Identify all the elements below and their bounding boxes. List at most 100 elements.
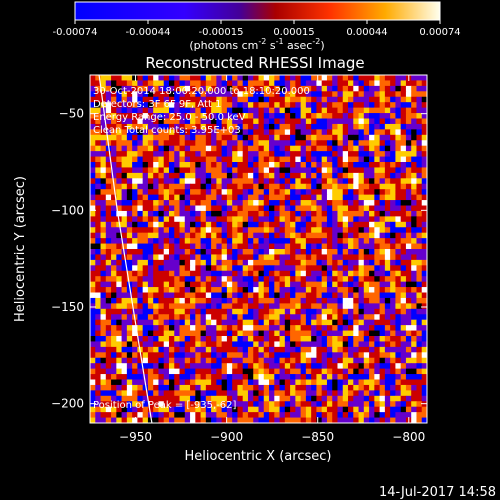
- heatmap-cell: [358, 325, 365, 331]
- heatmap-cell: [274, 249, 280, 255]
- heatmap-cell: [100, 123, 107, 130]
- heatmap-cell: [211, 341, 217, 348]
- heatmap-cell: [226, 292, 233, 299]
- heatmap-cell: [279, 319, 286, 326]
- heatmap-cell: [321, 314, 328, 321]
- heatmap-cell: [168, 281, 175, 288]
- heatmap-cell: [205, 308, 212, 315]
- heatmap-cell: [395, 107, 402, 114]
- heatmap-cell: [321, 200, 328, 206]
- heatmap-cell: [300, 210, 307, 217]
- heatmap-cell: [142, 178, 149, 185]
- heatmap-cell: [205, 96, 212, 103]
- heatmap-cell: [305, 178, 312, 185]
- heatmap-cell: [221, 265, 228, 272]
- heatmap-cell: [147, 401, 154, 408]
- heatmap-cell: [274, 145, 280, 152]
- heatmap-cell: [184, 80, 191, 87]
- heatmap-cell: [216, 162, 223, 168]
- heatmap-cell: [274, 118, 280, 125]
- heatmap-cell: [405, 292, 412, 299]
- heatmap-cell: [353, 384, 359, 391]
- heatmap-cell: [205, 265, 212, 272]
- heatmap-cell: [400, 118, 407, 125]
- heatmap-cell: [400, 314, 407, 321]
- heatmap-cell: [290, 194, 296, 201]
- heatmap-cell: [158, 140, 165, 147]
- heatmap-cell: [342, 118, 349, 125]
- heatmap-cell: [405, 178, 412, 185]
- heatmap-cell: [342, 276, 349, 283]
- heatmap-cell: [174, 265, 180, 272]
- heatmap-cell: [405, 352, 412, 359]
- heatmap-cell: [111, 156, 117, 163]
- heatmap-cell: [416, 134, 423, 141]
- heatmap-cell: [316, 123, 323, 130]
- heatmap-cell: [311, 75, 317, 81]
- heatmap-cell: [216, 96, 223, 103]
- heatmap-cell: [121, 227, 128, 234]
- heatmap-cell: [221, 96, 228, 103]
- heatmap-cell: [332, 341, 338, 348]
- heatmap-cell: [116, 107, 122, 114]
- heatmap-cell: [305, 194, 312, 201]
- heatmap-cell: [158, 216, 165, 223]
- heatmap-cell: [284, 281, 291, 288]
- heatmap-cell: [95, 270, 101, 277]
- heatmap-cell: [305, 91, 312, 98]
- heatmap-cell: [253, 167, 259, 174]
- heatmap-cell: [200, 123, 207, 130]
- heatmap-cell: [132, 75, 138, 81]
- heatmap-cell: [342, 75, 349, 81]
- heatmap-cell: [153, 336, 159, 342]
- heatmap-cell: [258, 330, 265, 337]
- heatmap-cell: [348, 194, 354, 201]
- heatmap-cell: [400, 270, 407, 277]
- heatmap-cell: [395, 91, 402, 98]
- heatmap-cell: [374, 401, 381, 408]
- heatmap-cell: [179, 374, 186, 380]
- heatmap-cell: [321, 390, 328, 397]
- heatmap-cell: [316, 270, 323, 277]
- heatmap-cell: [153, 412, 159, 418]
- heatmap-cell: [416, 363, 423, 370]
- heatmap-cell: [300, 216, 307, 223]
- heatmap-cell: [295, 357, 302, 364]
- heatmap-cell: [211, 368, 217, 375]
- heatmap-cell: [348, 319, 354, 326]
- heatmap-cell: [205, 167, 212, 174]
- heatmap-cell: [216, 123, 223, 130]
- heatmap-cell: [121, 85, 128, 92]
- heatmap-cell: [411, 96, 417, 103]
- heatmap-cell: [416, 384, 423, 391]
- heatmap-cell: [221, 314, 228, 321]
- heatmap-cell: [247, 227, 254, 234]
- heatmap-cell: [400, 96, 407, 103]
- heatmap-cell: [400, 357, 407, 364]
- heatmap-cell: [295, 401, 302, 408]
- heatmap-cell: [274, 107, 280, 114]
- heatmap-cell: [221, 319, 228, 326]
- annotation-block: 30-Oct-2014 18:00:20.000 to 18:10:20.000…: [93, 86, 310, 411]
- heatmap-cell: [342, 368, 349, 375]
- heatmap-cell: [411, 401, 417, 408]
- heatmap-cell: [95, 151, 101, 157]
- heatmap-cell: [279, 162, 286, 168]
- heatmap-cell: [395, 297, 402, 304]
- heatmap-cell: [379, 232, 386, 239]
- heatmap-cell: [184, 406, 191, 413]
- heatmap-cell: [174, 374, 180, 380]
- heatmap-cell: [216, 194, 223, 201]
- heatmap-cell: [411, 270, 417, 277]
- heatmap-cell: [353, 281, 359, 288]
- heatmap-cell: [253, 178, 259, 185]
- heatmap-cell: [105, 254, 112, 261]
- heatmap-cell: [137, 134, 144, 141]
- heatmap-cell: [200, 357, 207, 364]
- heatmap-cell: [263, 325, 270, 331]
- heatmap-cell: [168, 210, 175, 217]
- heatmap-cell: [111, 172, 117, 179]
- y-tick-label: −200: [51, 397, 84, 411]
- heatmap-cell: [147, 379, 154, 386]
- heatmap-cell: [269, 357, 275, 364]
